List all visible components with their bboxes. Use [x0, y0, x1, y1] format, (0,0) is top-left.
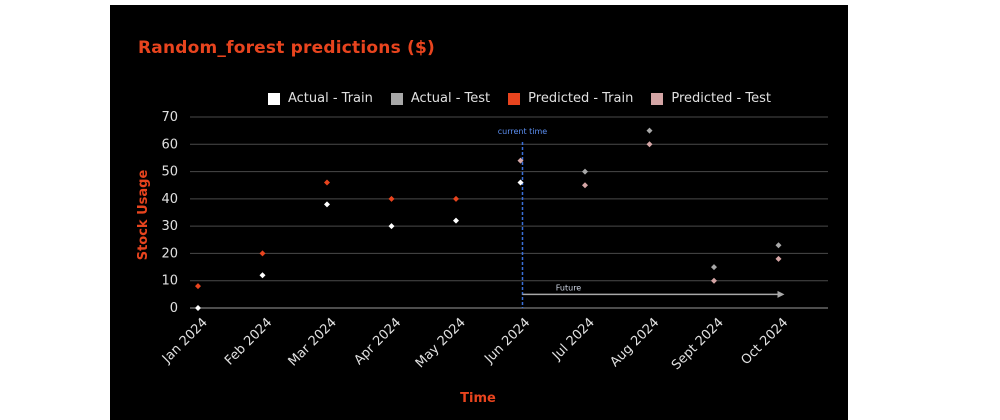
legend-swatch: [508, 92, 521, 105]
x-tick-label: Aug 2024: [607, 315, 662, 370]
future-label: Future: [556, 283, 582, 292]
data-point: [646, 141, 653, 148]
data-point: [775, 242, 782, 249]
data-point: [259, 272, 266, 279]
legend-item-predicted-test: Predicted - Test: [651, 91, 771, 106]
y-tick-label: 70: [161, 110, 178, 125]
x-tick-label: Oct 2024: [739, 315, 792, 368]
data-point: [582, 182, 588, 189]
data-point: [582, 168, 588, 175]
y-tick-label: 0: [170, 301, 178, 316]
legend-label: Actual - Train: [288, 91, 373, 106]
chart-legend: Actual - Train Actual - Test Predicted -…: [268, 91, 789, 106]
data-point: [453, 195, 459, 202]
data-point: [775, 255, 782, 262]
x-tick-label: Apr 2024: [351, 315, 404, 368]
legend-item-predicted-train: Predicted - Train: [508, 91, 633, 106]
data-point: [324, 179, 330, 186]
data-point: [711, 264, 717, 271]
data-point: [388, 195, 395, 202]
y-tick-label: 60: [161, 137, 178, 152]
x-tick-label: May 2024: [413, 315, 469, 371]
legend-label: Predicted - Test: [671, 91, 771, 106]
y-tick-label: 20: [161, 246, 178, 261]
chart-panel: Random_forest predictions ($) Actual - T…: [110, 5, 848, 420]
data-point: [195, 305, 201, 311]
data-point: [259, 250, 266, 257]
legend-swatch: [268, 92, 280, 105]
y-tick-label: 10: [161, 274, 178, 289]
x-tick-label: Jul 2024: [549, 315, 598, 364]
legend-swatch: [651, 92, 664, 105]
x-tick-label: Mar 2024: [286, 315, 340, 369]
legend-label: Predicted - Train: [528, 91, 634, 106]
x-tick-label: Jan 2024: [159, 315, 211, 367]
y-axis-title: Stock Usage: [136, 170, 151, 261]
chart-title: Random_forest predictions ($): [138, 38, 435, 58]
future-arrow-head: [777, 290, 785, 298]
data-point: [646, 127, 653, 134]
x-tick-label: Feb 2024: [222, 315, 275, 368]
data-point: [195, 283, 201, 290]
data-point: [453, 217, 459, 224]
data-point: [388, 223, 395, 230]
x-tick-label: Jun 2024: [481, 315, 533, 367]
data-point: [711, 277, 717, 284]
data-point: [324, 201, 330, 208]
y-tick-label: 30: [161, 219, 178, 234]
legend-item-actual-train: Actual - Train: [268, 91, 373, 106]
y-tick-label: 50: [161, 165, 178, 180]
current-time-label: current time: [498, 127, 548, 136]
x-axis-title: Time: [460, 391, 496, 406]
legend-item-actual-test: Actual - Test: [390, 91, 491, 106]
data-point: [517, 157, 524, 164]
x-tick-label: Sept 2024: [669, 315, 727, 373]
y-tick-label: 40: [161, 192, 178, 207]
legend-label: Actual - Test: [410, 91, 491, 106]
legend-swatch: [390, 92, 403, 105]
data-point: [517, 179, 524, 186]
